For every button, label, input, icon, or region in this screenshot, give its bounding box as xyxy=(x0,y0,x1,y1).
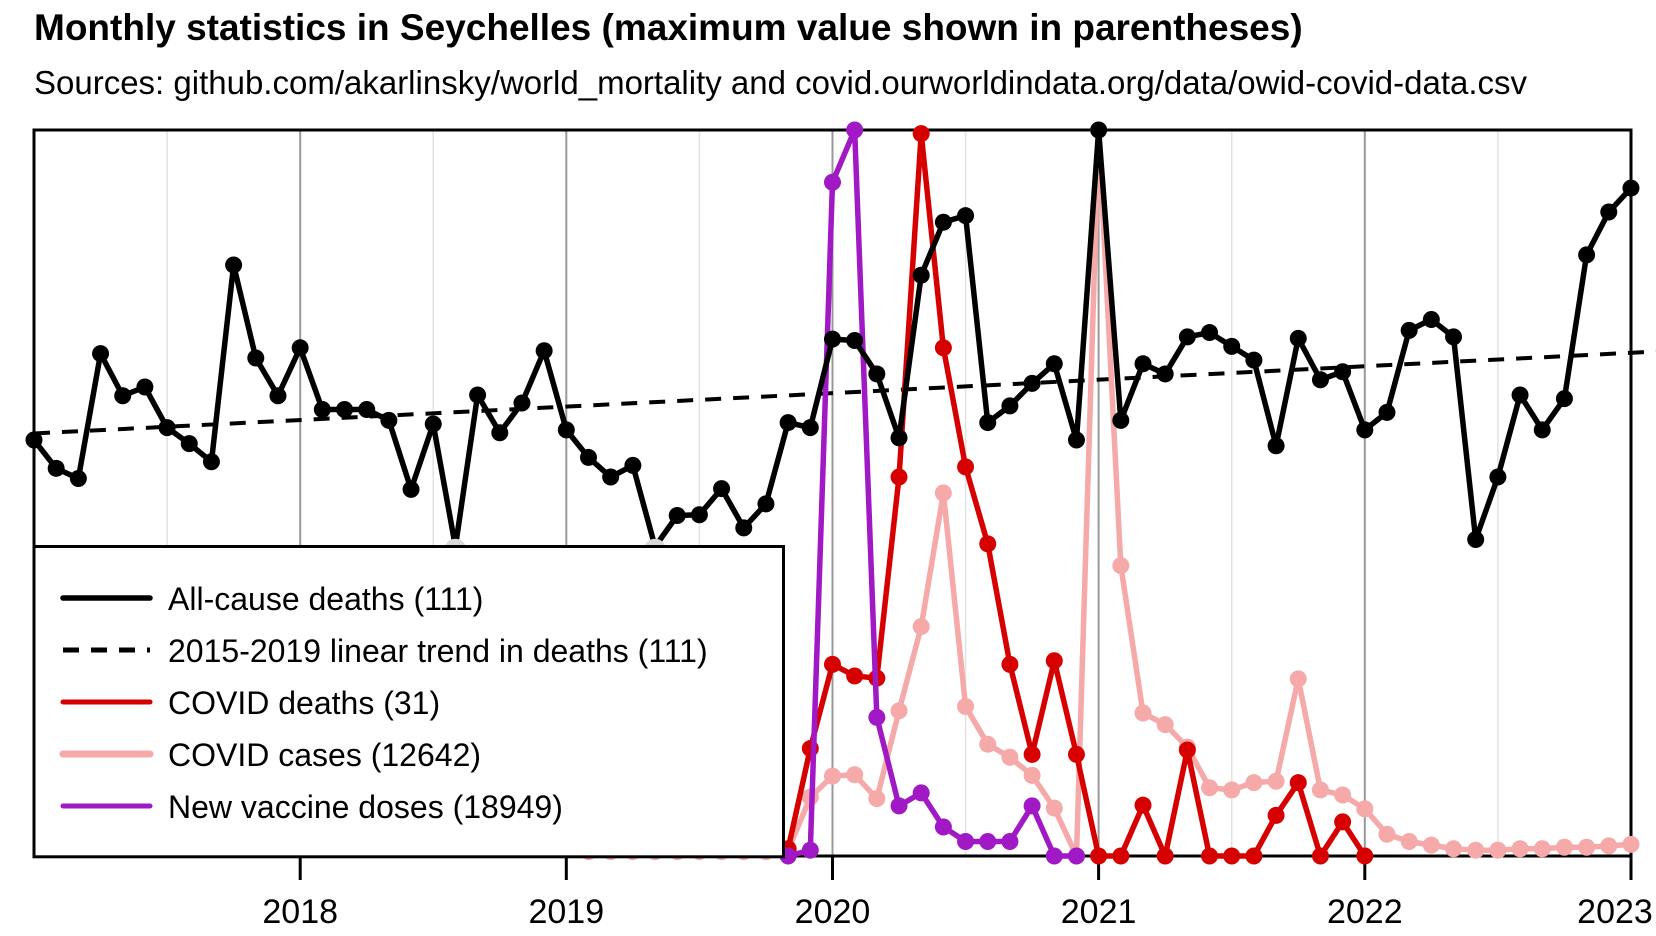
svg-text:2019: 2019 xyxy=(528,893,604,931)
svg-text:Sources: github.com/akarlinsky: Sources: github.com/akarlinsky/world_mor… xyxy=(34,64,1528,101)
svg-text:2022: 2022 xyxy=(1327,893,1403,931)
svg-text:COVID deaths (31): COVID deaths (31) xyxy=(168,685,440,721)
svg-text:2015-2019 linear trend in deat: 2015-2019 linear trend in deaths (111) xyxy=(168,633,708,669)
svg-text:2021: 2021 xyxy=(1061,893,1137,931)
svg-text:2018: 2018 xyxy=(262,893,338,931)
svg-text:New vaccine doses (18949): New vaccine doses (18949) xyxy=(168,789,563,825)
svg-text:2023: 2023 xyxy=(1577,893,1653,931)
svg-text:2020: 2020 xyxy=(795,893,871,931)
svg-text:Monthly statistics in Seychell: Monthly statistics in Seychelles (maximu… xyxy=(34,7,1303,48)
svg-text:COVID cases (12642): COVID cases (12642) xyxy=(168,737,481,773)
svg-text:All-cause deaths (111): All-cause deaths (111) xyxy=(168,581,483,617)
